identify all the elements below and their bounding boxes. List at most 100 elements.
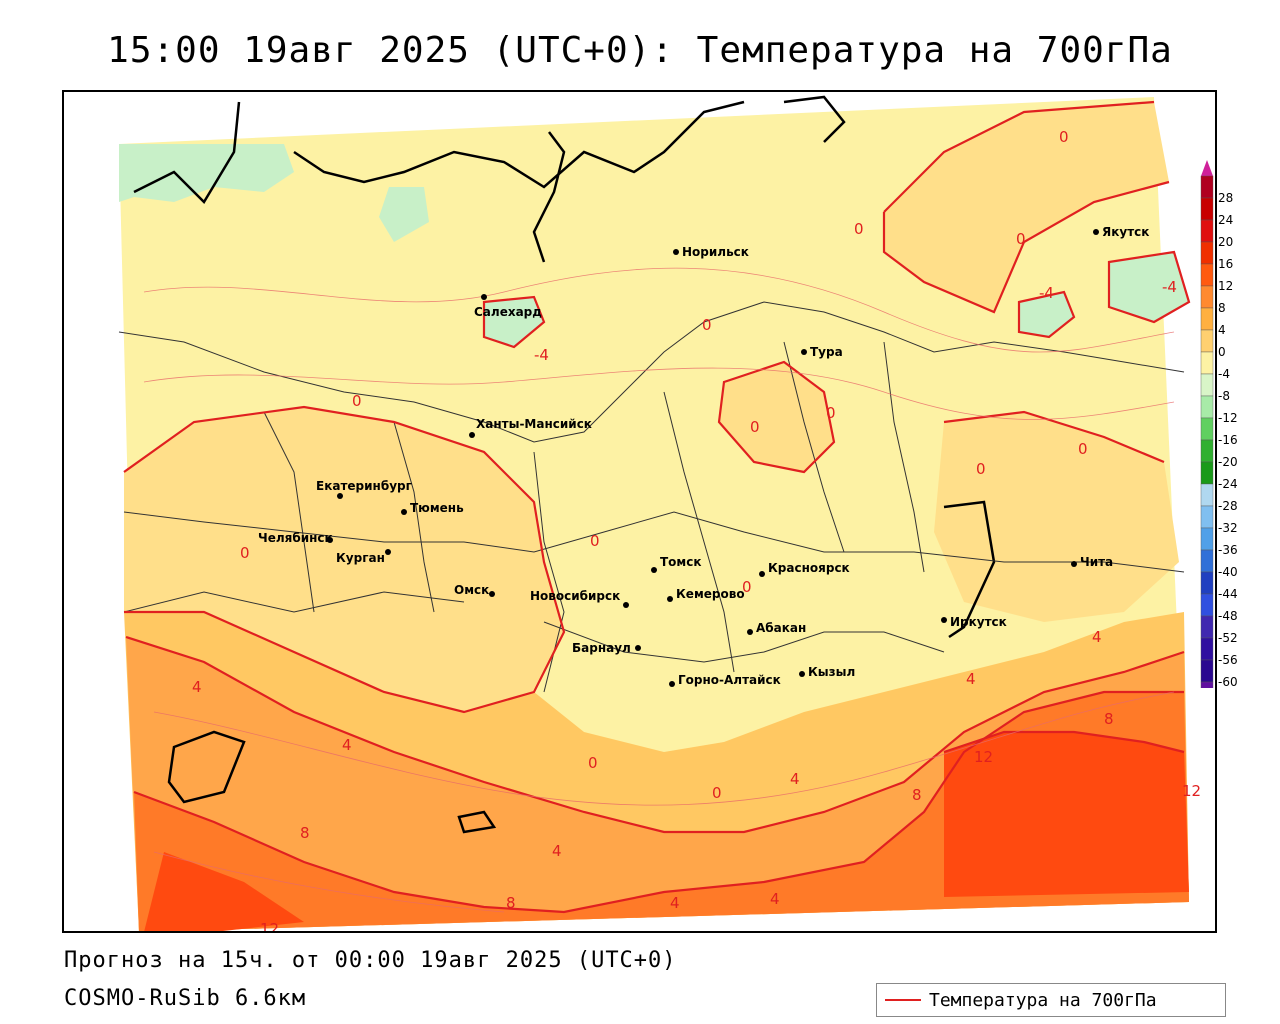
svg-text:0: 0 (1059, 128, 1069, 146)
svg-text:4: 4 (192, 678, 202, 696)
city-krasnoyarsk: Красноярск (759, 561, 850, 577)
colorbar-swatch (1200, 351, 1214, 375)
city-tyumen: Тюмень (401, 501, 464, 515)
colorbar-swatch (1200, 527, 1214, 551)
warm-area-transbaikal (934, 412, 1179, 622)
svg-text:Екатеринбург: Екатеринбург (316, 479, 412, 493)
city-omsk: Омск (454, 583, 495, 597)
colorbar-tick-label: -32 (1218, 521, 1238, 535)
warm-area-yakutia (884, 102, 1169, 312)
warm-area-ural (124, 407, 564, 712)
svg-text:0: 0 (352, 392, 362, 410)
svg-text:0: 0 (588, 754, 598, 772)
colorbar-tick-label: -48 (1218, 609, 1238, 623)
svg-text:Якутск: Якутск (1102, 225, 1149, 239)
colorbar-swatch (1200, 241, 1214, 265)
city-chita: Чита (1071, 555, 1113, 569)
svg-text:Ханты-Мансийск: Ханты-Мансийск (476, 417, 592, 431)
svg-text:0: 0 (1016, 230, 1026, 248)
colorbar-swatch (1200, 483, 1214, 507)
colorbar-swatch (1200, 263, 1214, 287)
svg-text:Норильск: Норильск (682, 245, 749, 259)
colorbar-tick-label: -56 (1218, 653, 1238, 667)
city-tomsk: Томск (651, 555, 702, 573)
svg-text:Кызыл: Кызыл (808, 665, 855, 679)
colorbar-swatch (1200, 395, 1214, 419)
temperature-map: 0 -4 0 0 0 0 -4 -4 0 0 0 0 0 0 0 4 4 0 0… (118, 95, 1201, 933)
svg-text:Томск: Томск (660, 555, 702, 569)
colorbar-tick-label: -8 (1218, 389, 1230, 403)
colorbar-swatch (1200, 417, 1214, 441)
svg-text:Кемерово: Кемерово (676, 587, 745, 601)
city-norilsk: Норильск (673, 245, 749, 259)
svg-text:0: 0 (1078, 440, 1088, 458)
colorbar: 28 24 20 16 12 8 4 0 -4 -8 -12 -16 -20 -24 -28 -32 -36 -4… (1200, 160, 1238, 688)
svg-text:4: 4 (342, 736, 352, 754)
svg-text:12: 12 (260, 920, 279, 933)
svg-text:Тура: Тура (810, 345, 843, 359)
svg-text:8: 8 (912, 786, 922, 804)
colorbar-swatch (1200, 373, 1214, 397)
svg-text:Новосибирск: Новосибирск (530, 589, 620, 603)
band-12-16-west (144, 852, 304, 931)
colorbar-tick-label: -12 (1218, 411, 1238, 425)
svg-text:Челябинск: Челябинск (258, 531, 333, 545)
colorbar-swatch (1200, 197, 1214, 221)
svg-text:Красноярск: Красноярск (768, 561, 850, 575)
cities: Норильск Якутск Салехард Тура Ханты-Манс… (258, 225, 1149, 687)
colorbar-swatch (1200, 593, 1214, 617)
colorbar-tick-label: -24 (1218, 477, 1238, 491)
colorbar-tick-label: -52 (1218, 631, 1238, 645)
contour-line-swatch (885, 999, 921, 1001)
svg-text:4: 4 (552, 842, 562, 860)
city-abakan: Абакан (747, 621, 806, 635)
colorbar-tick-label: -40 (1218, 565, 1238, 579)
forecast-info: Прогноз на 15ч. от 00:00 19авг 2025 (UTC… (64, 948, 677, 973)
svg-text:Омск: Омск (454, 583, 489, 597)
svg-text:Тюмень: Тюмень (410, 501, 464, 515)
svg-text:Горно-Алтайск: Горно-Алтайск (678, 673, 781, 687)
colorbar-swatch (1200, 615, 1214, 639)
svg-text:4: 4 (966, 670, 976, 688)
svg-text:0: 0 (742, 578, 752, 596)
svg-text:Абакан: Абакан (756, 621, 806, 635)
colorbar-tick-label: -4 (1218, 367, 1230, 381)
isotherm-labels: 0 -4 0 0 0 0 -4 -4 0 0 0 0 0 0 0 4 4 0 0… (192, 128, 1201, 933)
cold-patch-east (1109, 252, 1189, 322)
svg-text:0: 0 (590, 532, 600, 550)
colorbar-tick-label: -28 (1218, 499, 1238, 513)
colorbar-tick-label: 8 (1218, 301, 1226, 315)
colorbar-swatch (1200, 461, 1214, 485)
svg-text:12: 12 (1182, 782, 1201, 800)
contour-legend-label: Температура на 700гПа (929, 989, 1157, 1011)
city-tura: Тура (801, 345, 843, 359)
city-ekaterinburg: Екатеринбург (316, 479, 412, 499)
svg-text:0: 0 (826, 404, 836, 422)
city-chelyabinsk: Челябинск (258, 531, 333, 545)
colorbar-tick-label: -16 (1218, 433, 1238, 447)
colorbar-swatch (1200, 549, 1214, 573)
city-khanty-mansiysk: Ханты-Мансийск (469, 417, 592, 438)
cold-patch-yakutia (1019, 292, 1074, 337)
svg-text:Салехард: Салехард (474, 305, 542, 319)
city-irkutsk: Иркутск (941, 615, 1007, 629)
svg-text:0: 0 (702, 316, 712, 334)
city-barnaul: Барнаул (572, 641, 641, 655)
city-yakutsk: Якутск (1093, 225, 1149, 239)
svg-text:0: 0 (854, 220, 864, 238)
svg-text:8: 8 (300, 824, 310, 842)
svg-text:12: 12 (974, 748, 993, 766)
isotherms (123, 100, 1191, 914)
colorbar-swatch (1200, 307, 1214, 331)
colorbar-swatch (1200, 681, 1214, 688)
colorbar-swatch (1200, 571, 1214, 595)
warm-area-evenkia (719, 362, 834, 472)
colorbar-ticks: 28 24 20 16 12 8 4 0 -4 -8 -12 -16 -20 -24 -28 -32 -36 -4… (1218, 191, 1238, 688)
svg-text:4: 4 (1092, 628, 1102, 646)
colorbar-tick-label: 12 (1218, 279, 1233, 293)
cold-patch-gydan (379, 187, 429, 242)
city-kyzyl: Кызыл (799, 665, 855, 679)
colorbar-tick-label: 16 (1218, 257, 1233, 271)
city-novosibirsk: Новосибирск (530, 589, 629, 608)
colorbar-swatch (1200, 329, 1214, 353)
